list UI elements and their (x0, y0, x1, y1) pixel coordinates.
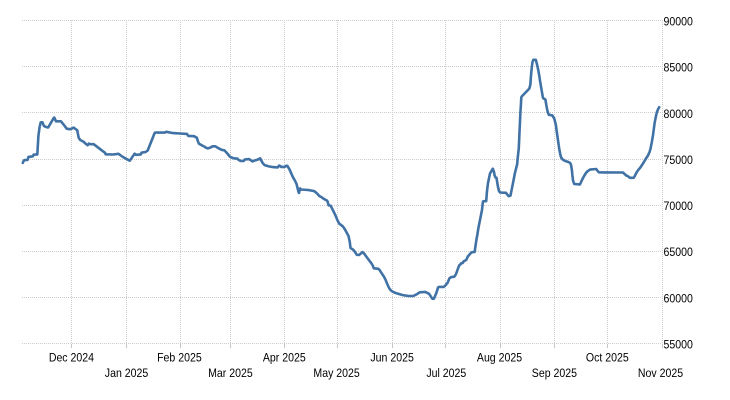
svg-text:Aug 2025: Aug 2025 (477, 352, 522, 365)
svg-text:May 2025: May 2025 (313, 367, 359, 380)
svg-text:Mar 2025: Mar 2025 (208, 367, 253, 380)
svg-text:60000: 60000 (664, 293, 693, 306)
svg-text:65000: 65000 (664, 247, 693, 260)
svg-text:Jan 2025: Jan 2025 (105, 367, 148, 380)
svg-text:Jul 2025: Jul 2025 (426, 367, 466, 380)
svg-text:Nov 2025: Nov 2025 (638, 367, 683, 380)
svg-text:85000: 85000 (664, 62, 693, 75)
svg-text:Jun 2025: Jun 2025 (370, 352, 413, 365)
svg-text:80000: 80000 (664, 108, 693, 121)
svg-text:Sep 2025: Sep 2025 (532, 367, 577, 380)
svg-text:75000: 75000 (664, 154, 693, 167)
svg-text:Feb 2025: Feb 2025 (157, 352, 202, 365)
svg-text:55000: 55000 (664, 339, 693, 352)
svg-text:90000: 90000 (664, 16, 693, 29)
svg-text:Apr 2025: Apr 2025 (263, 352, 306, 365)
svg-text:Oct 2025: Oct 2025 (586, 352, 629, 365)
svg-text:70000: 70000 (664, 201, 693, 214)
svg-text:Dec 2024: Dec 2024 (49, 352, 94, 365)
